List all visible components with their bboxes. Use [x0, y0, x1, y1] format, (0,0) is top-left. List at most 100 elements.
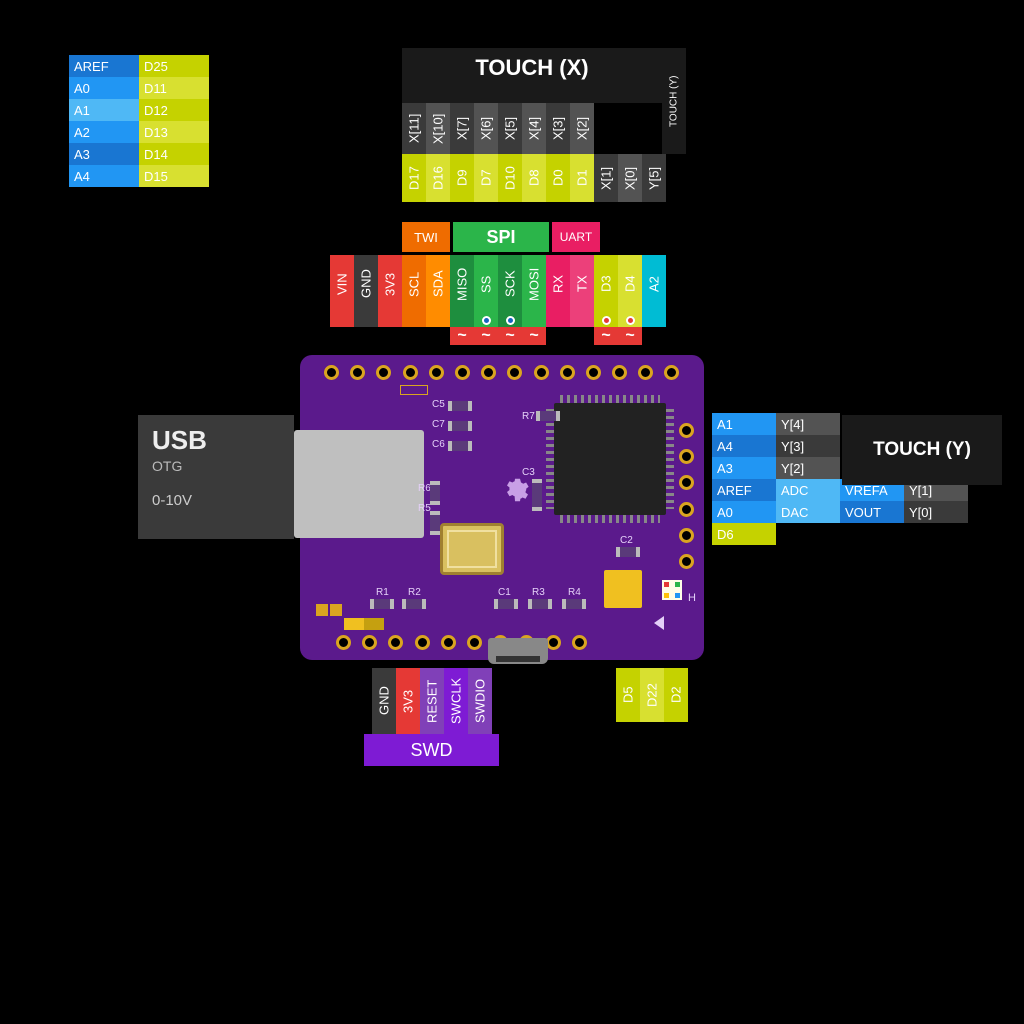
header-pin-label: SS [474, 255, 498, 313]
touch-x-index: X[6] [474, 103, 498, 154]
micro-usb [488, 638, 548, 664]
touch-y-cell: AREF [712, 479, 776, 501]
touch-x-dpin: X[0] [618, 154, 642, 202]
touch-x-dpin: D9 [450, 154, 474, 202]
touch-x-index: X[2] [570, 103, 594, 154]
digital-pin-label: D12 [139, 99, 209, 121]
silk-c3: C3 [522, 467, 535, 478]
touch-x-index: X[7] [450, 103, 474, 154]
usb-label-block: USB OTG 0-10V [138, 415, 294, 539]
swd-pin: SWDIO [468, 668, 492, 734]
pwm-tilde: ~ [450, 327, 474, 345]
digital-pin-label: D13 [139, 121, 209, 143]
pwm-tilde: ~ [474, 327, 498, 345]
header-pin-label: TX [570, 255, 594, 313]
analog-pin-label: AREF [69, 55, 139, 77]
rgb-led [662, 580, 682, 600]
bottom-dpin: D22 [640, 668, 664, 722]
swd-pin: RESET [420, 668, 444, 734]
touch-y-title: TOUCH (Y) [842, 415, 1002, 485]
silk-r1: R1 [376, 587, 389, 598]
touch-x-dpin: D17 [402, 154, 426, 202]
touch-y-cell: Y[3] [776, 435, 840, 457]
touch-x-dpin: D0 [546, 154, 570, 202]
analog-digital-table: AREFD25A0D11A1D12A2D13A3D14A4D15 [69, 55, 209, 187]
header-pin-label: GND [354, 255, 378, 313]
analog-pin-label: A0 [69, 77, 139, 99]
digital-pin-label: D11 [139, 77, 209, 99]
header-pin-label: MOSI [522, 255, 546, 313]
header-pin-label: SCK [498, 255, 522, 313]
analog-pin-label: A4 [69, 165, 139, 187]
touch-y-cell: Y[4] [776, 413, 840, 435]
top-pin-strip: VINGND3V3SCLSDAMISO~SS~SCK~MOSI~RXTXD3~D… [330, 255, 666, 345]
swd-block: GND3V3RESETSWCLKSWDIO SWD [372, 668, 499, 766]
touch-x-block: TOUCH (X) TOUCH (Y) X[11]X[10]X[7]X[6]X[… [402, 48, 682, 202]
touch-y-cell: A3 [712, 457, 776, 479]
silk-r4: R4 [568, 587, 581, 598]
uart-label: UART [552, 222, 600, 252]
twi-label: TWI [402, 222, 450, 252]
oshw-logo [500, 475, 530, 505]
swd-pin: SWCLK [444, 668, 468, 734]
crystal [440, 523, 504, 575]
usb-title: USB [152, 425, 280, 456]
silk-c2: C2 [620, 535, 633, 546]
touch-x-index: X[11] [402, 103, 426, 154]
header-pin-label: MISO [450, 255, 474, 313]
touch-y-cell: A0 [712, 501, 776, 523]
header-pin-label: A2 [642, 255, 666, 313]
touch-x-index: X[4] [522, 103, 546, 154]
silk-c7: C7 [432, 419, 445, 430]
header-pin-label: SDA [426, 255, 450, 313]
silk-h: H [688, 592, 696, 604]
digital-pin-label: D15 [139, 165, 209, 187]
mcu-chip [554, 403, 666, 515]
silk-c6: C6 [432, 439, 445, 450]
header-pin-label: VIN [330, 255, 354, 313]
touch-x-title: TOUCH (X) [402, 48, 662, 81]
pwm-tilde: ~ [498, 327, 522, 345]
touch-y-cell: VOUT [840, 501, 904, 523]
touch-y-cell: ADC [776, 479, 840, 501]
usb-sub: OTG [152, 458, 280, 474]
touch-x-index: X[5] [498, 103, 522, 154]
touch-y-cell: D6 [712, 523, 776, 545]
swd-title: SWD [364, 734, 499, 766]
analog-pin-label: A3 [69, 143, 139, 165]
analog-pin-label: A2 [69, 121, 139, 143]
touch-x-dpin: D10 [498, 154, 522, 202]
touch-x-index: X[10] [426, 103, 450, 154]
silk-r5: R5 [418, 503, 431, 514]
swd-pin: 3V3 [396, 668, 420, 734]
swd-pin: GND [372, 668, 396, 734]
bottom-dpin: D5 [616, 668, 640, 722]
bottom-right-pins: D5D22D2 [616, 668, 688, 722]
touch-y-cell: A4 [712, 435, 776, 457]
pwm-tilde: ~ [594, 327, 618, 345]
touch-x-dpin: D8 [522, 154, 546, 202]
touch-y-block: A1Y[4]A4Y[3]A3Y[2]AREFADCVREFAY[1]A0DACV… [712, 413, 968, 545]
spi-label: SPI [453, 222, 549, 252]
header-pin-label: D4 [618, 255, 642, 313]
silk-r3: R3 [532, 587, 545, 598]
header-pin-label: RX [546, 255, 570, 313]
touch-x-dpin: X[1] [594, 154, 618, 202]
touch-x-index: X[3] [546, 103, 570, 154]
touch-y-cell: A1 [712, 413, 776, 435]
pcb-board: C5 C7 C6 R7 R6 R5 C3 R1 R2 C1 R3 R4 C2 H [300, 355, 704, 660]
header-pin-label: SCL [402, 255, 426, 313]
usb-volt: 0-10V [152, 492, 280, 509]
silk-c5: C5 [432, 399, 445, 410]
touch-y-side-label: TOUCH (Y) [662, 48, 686, 154]
touch-x-dpin: D7 [474, 154, 498, 202]
pwm-tilde: ~ [522, 327, 546, 345]
touch-y-cell: Y[2] [776, 457, 840, 479]
silk-c1: C1 [498, 587, 511, 598]
header-pin-label: D3 [594, 255, 618, 313]
pwm-tilde: ~ [618, 327, 642, 345]
touch-x-dpin: D16 [426, 154, 450, 202]
bottom-dpin: D2 [664, 668, 688, 722]
touch-y-cell: Y[0] [904, 501, 968, 523]
usb-connector [294, 430, 424, 538]
